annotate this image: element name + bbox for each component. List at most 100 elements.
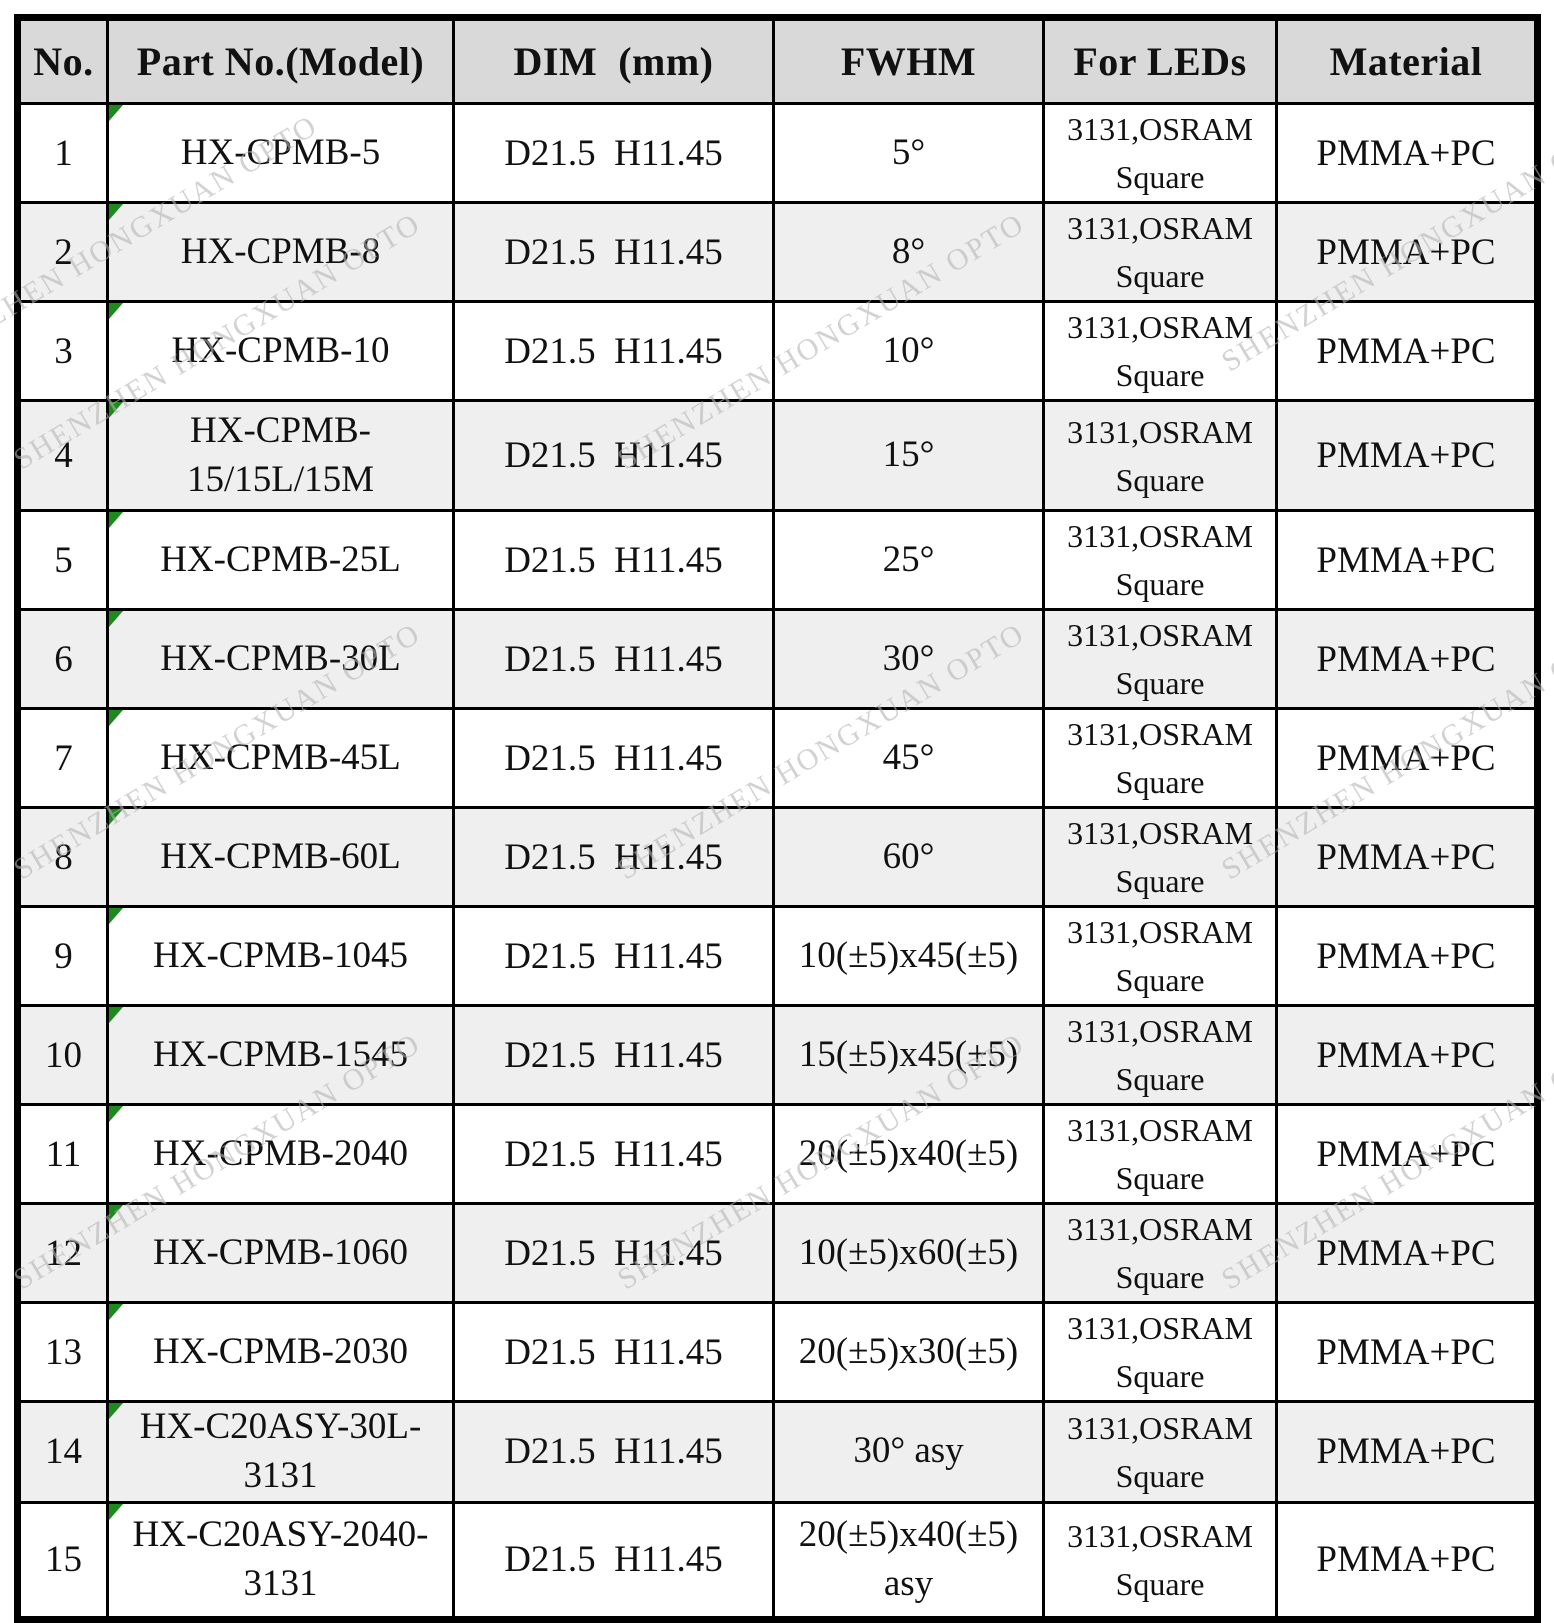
table-row: 3 HX-CPMB-10 D21.5 H11.45 10° 3131,OSRAM… — [16, 300, 1539, 402]
cell-for-leds: 3131,OSRAM Square — [1042, 1202, 1278, 1304]
cell-line: HX-CPMB-30L — [160, 637, 401, 679]
cell-no: 2 — [16, 201, 109, 303]
cell-error-triangle-icon — [110, 1305, 123, 1320]
cell-error-triangle-icon — [110, 909, 123, 924]
part-no-text: HX-C20ASY-2040- 3131 — [111, 1511, 451, 1609]
led-lens-spec-table: No. Part No.(Model) DIM (mm) FWHM For LE… — [14, 14, 1541, 1623]
cell-dim: D21.5 H11.45 — [452, 1400, 775, 1504]
cell-error-triangle-icon — [110, 1107, 123, 1122]
cell-error-triangle-icon — [110, 1008, 123, 1023]
cell-fwhm: 30° asy — [772, 1400, 1045, 1504]
part-no-text: HX-CPMB-1060 — [111, 1229, 451, 1278]
cell-material: PMMA+PC — [1275, 707, 1539, 809]
table-row: 13 HX-CPMB-2030 D21.5 H11.45 20(±5)x30(±… — [16, 1301, 1539, 1403]
cell-fwhm: 20(±5)x30(±5) — [772, 1301, 1045, 1403]
cell-fwhm: 30° — [772, 608, 1045, 710]
cell-line: 30° asy — [853, 1430, 964, 1472]
cell-line: 8° — [891, 230, 926, 272]
cell-material: PMMA+PC — [1275, 608, 1539, 710]
header-material: Material — [1275, 16, 1539, 105]
fwhm-text: 10(±5)x45(±5) — [777, 932, 1041, 981]
table-row: 8 HX-CPMB-60L D21.5 H11.45 60° 3131,OSRA… — [16, 806, 1539, 908]
cell-line: 60° — [882, 835, 935, 877]
cell-material: PMMA+PC — [1275, 1004, 1539, 1106]
cell-fwhm: 45° — [772, 707, 1045, 809]
cell-for-leds: 3131,OSRAM Square — [1042, 1400, 1278, 1504]
cell-line: 3131,OSRAM — [1067, 1409, 1253, 1446]
fwhm-text: 5° — [777, 129, 1041, 178]
fwhm-text: 30° — [777, 635, 1041, 684]
cell-line: 3131,OSRAM — [1067, 716, 1253, 752]
cell-dim: D21.5 H11.45 — [452, 1301, 775, 1403]
cell-part-no: HX-CPMB-45L — [106, 707, 455, 809]
cell-line: HX-CPMB-1060 — [153, 1231, 408, 1273]
cell-material: PMMA+PC — [1275, 1202, 1539, 1304]
cell-line: 20(±5)x40(±5) — [798, 1513, 1019, 1555]
cell-for-leds: 3131,OSRAM Square — [1042, 201, 1278, 303]
table-row: 4 HX-CPMB- 15/15L/15M D21.5 H11.45 15° 31… — [16, 399, 1539, 512]
cell-line: 3131,OSRAM — [1067, 111, 1253, 147]
cell-error-triangle-icon — [110, 106, 123, 121]
cell-line: 3131,OSRAM — [1067, 1517, 1253, 1554]
cell-line: Square — [1115, 357, 1205, 393]
cell-part-no: HX-CPMB-8 — [106, 201, 455, 303]
cell-line: HX-CPMB-1545 — [153, 1033, 408, 1075]
cell-line: 15/15L/15M — [186, 458, 375, 500]
cell-line: 3131,OSRAM — [1067, 1211, 1253, 1247]
cell-line: Square — [1115, 764, 1205, 800]
cell-error-triangle-icon — [110, 612, 123, 627]
cell-for-leds: 3131,OSRAM Square — [1042, 608, 1278, 710]
cell-line: 30° — [882, 637, 935, 679]
cell-line: 3131,OSRAM — [1067, 309, 1253, 345]
cell-fwhm: 10(±5)x45(±5) — [772, 905, 1045, 1007]
cell-material: PMMA+PC — [1275, 905, 1539, 1007]
cell-part-no: HX-CPMB-2030 — [106, 1301, 455, 1403]
cell-line: 3131 — [243, 1454, 318, 1496]
cell-dim: D21.5 H11.45 — [452, 1500, 775, 1621]
cell-error-triangle-icon — [110, 205, 123, 220]
cell-error-triangle-icon — [110, 1206, 123, 1221]
cell-line: 3131,OSRAM — [1067, 815, 1253, 851]
part-no-text: HX-CPMB- 15/15L/15M — [111, 407, 451, 505]
cell-line: HX-C20ASY-2040- — [132, 1513, 429, 1555]
cell-line: Square — [1115, 863, 1205, 899]
cell-no: 5 — [16, 509, 109, 611]
cell-no: 14 — [16, 1400, 109, 1504]
cell-line: 10° — [882, 329, 935, 371]
part-no-text: HX-C20ASY-30L- 3131 — [111, 1404, 451, 1499]
fwhm-text: 25° — [777, 536, 1041, 585]
cell-line: Square — [1115, 1160, 1205, 1196]
header-for-leds: For LEDs — [1042, 16, 1278, 105]
cell-material: PMMA+PC — [1275, 399, 1539, 512]
cell-no: 7 — [16, 707, 109, 809]
cell-dim: D21.5 H11.45 — [452, 608, 775, 710]
table-row: 14 HX-C20ASY-30L- 3131 D21.5 H11.45 30° a… — [16, 1400, 1539, 1504]
cell-line: 3131,OSRAM — [1067, 413, 1253, 450]
part-no-text: HX-CPMB-1045 — [111, 932, 451, 981]
table-row: 12 HX-CPMB-1060 D21.5 H11.45 10(±5)x60(±… — [16, 1202, 1539, 1304]
cell-line: HX-CPMB-45L — [160, 736, 401, 778]
cell-no: 4 — [16, 399, 109, 512]
header-no: No. — [16, 16, 109, 105]
cell-line: HX-CPMB-2040 — [153, 1132, 408, 1174]
cell-for-leds: 3131,OSRAM Square — [1042, 707, 1278, 809]
cell-material: PMMA+PC — [1275, 1500, 1539, 1621]
cell-dim: D21.5 H11.45 — [452, 399, 775, 512]
cell-line: Square — [1115, 1259, 1205, 1295]
cell-part-no: HX-C20ASY-2040- 3131 — [106, 1500, 455, 1621]
cell-line: 3131,OSRAM — [1067, 1013, 1253, 1049]
cell-part-no: HX-CPMB-1045 — [106, 905, 455, 1007]
cell-for-leds: 3131,OSRAM Square — [1042, 1004, 1278, 1106]
fwhm-text: 15° — [777, 431, 1041, 480]
cell-material: PMMA+PC — [1275, 806, 1539, 908]
cell-error-triangle-icon — [110, 1404, 123, 1419]
cell-for-leds: 3131,OSRAM Square — [1042, 1103, 1278, 1205]
cell-line: Square — [1115, 1061, 1205, 1097]
cell-error-triangle-icon — [110, 513, 123, 528]
header-row: No. Part No.(Model) DIM (mm) FWHM For LE… — [16, 16, 1539, 105]
header-fwhm: FWHM — [772, 16, 1045, 105]
table-row: 1 HX-CPMB-5 D21.5 H11.45 5° 3131,OSRAM Sq… — [16, 102, 1539, 204]
cell-dim: D21.5 H11.45 — [452, 806, 775, 908]
cell-material: PMMA+PC — [1275, 201, 1539, 303]
cell-error-triangle-icon — [110, 403, 123, 418]
